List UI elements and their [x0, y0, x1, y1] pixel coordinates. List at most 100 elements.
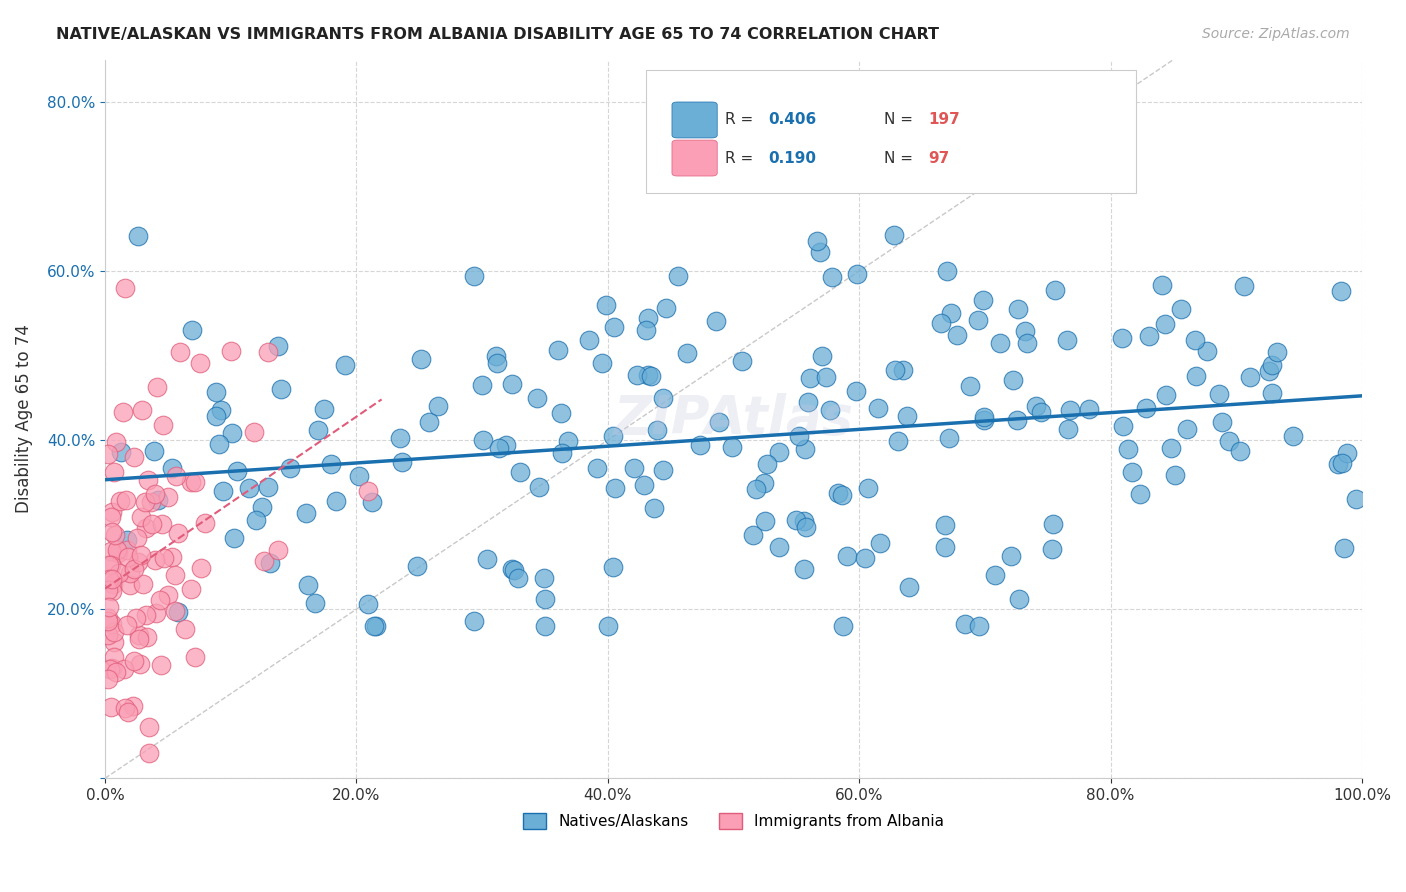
- Point: [149, 593, 172, 607]
- Point: [169, 345, 191, 359]
- Point: [934, 518, 956, 533]
- Text: ZIPAtlas: ZIPAtlas: [613, 392, 853, 445]
- Point: [547, 343, 569, 358]
- Point: [973, 409, 995, 424]
- Point: [257, 345, 280, 359]
- Point: [115, 618, 138, 632]
- Point: [463, 614, 485, 628]
- Point: [146, 493, 169, 508]
- Point: [1017, 335, 1039, 350]
- Point: [527, 480, 550, 494]
- Point: [647, 423, 669, 437]
- Point: [602, 429, 624, 443]
- Point: [598, 619, 620, 633]
- Point: [883, 227, 905, 242]
- Point: [150, 517, 173, 532]
- Point: [256, 480, 278, 494]
- Point: [363, 619, 385, 633]
- Point: [245, 512, 267, 526]
- Point: [143, 444, 166, 458]
- Point: [127, 531, 149, 545]
- Point: [138, 746, 160, 760]
- Point: [357, 483, 380, 498]
- Point: [111, 405, 134, 419]
- Point: [409, 352, 432, 367]
- Point: [1163, 468, 1185, 483]
- Point: [100, 558, 122, 573]
- Point: [127, 555, 149, 569]
- Point: [267, 543, 290, 558]
- Point: [325, 494, 347, 508]
- Point: [101, 577, 124, 591]
- Point: [153, 551, 176, 566]
- Point: [120, 566, 142, 581]
- Text: N =: N =: [884, 112, 918, 127]
- Point: [595, 298, 617, 312]
- Point: [652, 463, 675, 477]
- Point: [768, 445, 790, 459]
- Point: [1056, 333, 1078, 347]
- Point: [967, 619, 990, 633]
- Point: [357, 597, 380, 611]
- Point: [1327, 457, 1350, 471]
- Point: [319, 457, 342, 471]
- Point: [1261, 386, 1284, 401]
- Point: [526, 391, 548, 405]
- Point: [501, 377, 523, 392]
- Point: [929, 316, 952, 330]
- Point: [162, 549, 184, 564]
- Point: [97, 447, 120, 461]
- Point: [242, 425, 264, 439]
- Point: [578, 333, 600, 347]
- Point: [205, 409, 228, 423]
- Point: [806, 234, 828, 248]
- Point: [349, 469, 371, 483]
- Point: [128, 632, 150, 646]
- Point: [221, 425, 243, 440]
- Point: [1078, 402, 1101, 417]
- Point: [668, 268, 690, 283]
- Point: [794, 520, 817, 534]
- Point: [105, 543, 128, 558]
- Point: [603, 481, 626, 495]
- Point: [209, 403, 232, 417]
- Point: [896, 409, 918, 423]
- Point: [184, 475, 207, 489]
- Point: [115, 543, 138, 558]
- Point: [897, 580, 920, 594]
- Point: [100, 509, 122, 524]
- Text: 97: 97: [928, 151, 949, 166]
- Point: [97, 611, 120, 625]
- Point: [1261, 358, 1284, 372]
- Point: [1137, 328, 1160, 343]
- Point: [141, 517, 163, 532]
- Point: [98, 600, 121, 615]
- Point: [107, 545, 129, 559]
- Point: [1121, 465, 1143, 479]
- Point: [1170, 301, 1192, 316]
- Point: [1184, 333, 1206, 347]
- Point: [643, 501, 665, 516]
- Point: [108, 566, 131, 580]
- Point: [488, 442, 510, 456]
- Point: [225, 464, 247, 478]
- Point: [1007, 302, 1029, 317]
- Point: [1333, 541, 1355, 555]
- Point: [967, 313, 990, 327]
- Point: [149, 658, 172, 673]
- Point: [818, 402, 841, 417]
- Point: [364, 619, 387, 633]
- Point: [127, 228, 149, 243]
- Point: [1346, 491, 1368, 506]
- Point: [973, 413, 995, 427]
- Point: [640, 369, 662, 384]
- Legend: Natives/Alaskans, Immigrants from Albania: Natives/Alaskans, Immigrants from Albani…: [517, 807, 950, 835]
- Point: [427, 400, 450, 414]
- Point: [463, 268, 485, 283]
- Point: [891, 363, 914, 377]
- Point: [134, 495, 156, 509]
- Point: [1005, 413, 1028, 427]
- Point: [114, 662, 136, 676]
- Point: [959, 379, 981, 393]
- Point: [794, 442, 817, 456]
